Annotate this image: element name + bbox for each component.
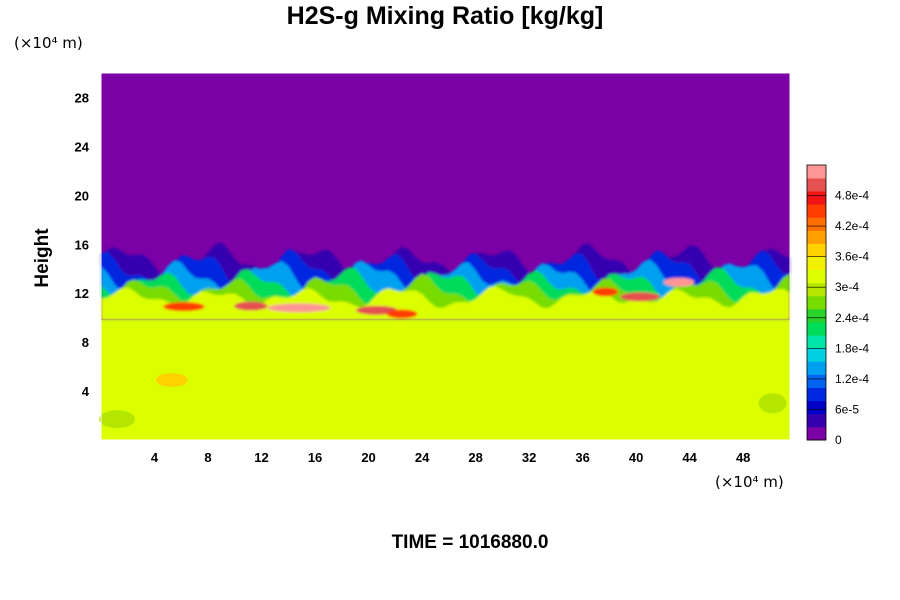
colorbar-tick-label: 0 xyxy=(835,433,842,447)
x-tick-label: 20 xyxy=(361,450,375,465)
y-tick-label: 8 xyxy=(82,335,89,350)
high-concentration-patch xyxy=(386,309,418,319)
chart-title: H2S-g Mixing Ratio [kg/kg] xyxy=(286,2,604,30)
colorbar-swatch xyxy=(807,348,826,362)
x-tick-label: 8 xyxy=(204,450,211,465)
x-tick-label: 36 xyxy=(575,450,589,465)
y-tick-label: 20 xyxy=(75,188,89,203)
colorbar-swatch xyxy=(807,256,826,271)
lower-layer-blob xyxy=(155,373,188,388)
y-axis: 4 8 12 16 20 24 28 xyxy=(75,90,90,399)
colorbar-swatch xyxy=(807,269,826,284)
mixing-zone xyxy=(101,242,790,321)
colorbar-tick-label: 1.8e-4 xyxy=(835,341,869,355)
colorbar-swatch xyxy=(807,335,826,349)
y-tick-label: 24 xyxy=(75,139,90,154)
time-label: TIME = 1016880.0 xyxy=(391,532,549,553)
high-concentration-patch xyxy=(355,305,398,315)
high-concentration-patch xyxy=(592,287,619,297)
colorbar-swatch xyxy=(807,217,826,231)
lower-layer-blob xyxy=(99,410,136,429)
colorbar-swatch xyxy=(807,243,826,257)
colorbar: 0 6e-5 1.2e-4 1.8e-4 2.4e-4 3e-4 3.6e-4 4.2e-4 4… xyxy=(806,164,869,447)
colorbar-swatch xyxy=(807,230,826,244)
colorbar-swatch xyxy=(807,322,826,336)
x-tick-label: 12 xyxy=(254,450,268,465)
x-tick-label: 40 xyxy=(629,450,643,465)
plot-area xyxy=(99,72,791,441)
y-axis-unit: (×10⁴ m) xyxy=(14,34,83,52)
y-tick-label: 4 xyxy=(82,384,90,399)
colorbar-tick-label: 6e-5 xyxy=(835,402,859,416)
high-concentration-patch xyxy=(620,292,661,302)
y-tick-label: 28 xyxy=(75,90,89,105)
colorbar-swatch xyxy=(807,413,826,428)
colorbar-swatch xyxy=(807,295,826,310)
colorbar-swatch xyxy=(807,191,826,205)
high-concentration-patch xyxy=(663,277,695,287)
colorbar-tick-label: 1.2e-4 xyxy=(835,372,869,386)
colorbar-swatch xyxy=(807,361,826,375)
lower-layer xyxy=(101,320,790,440)
colorbar-swatch xyxy=(807,400,826,415)
x-tick-label: 4 xyxy=(151,450,159,465)
lower-layer-blob xyxy=(758,393,787,414)
colorbar-tick-label: 3.6e-4 xyxy=(835,250,869,264)
x-tick-label: 28 xyxy=(468,450,482,465)
colorbar-swatch xyxy=(807,374,826,388)
plot-frame xyxy=(100,72,791,441)
x-tick-label: 32 xyxy=(522,450,536,465)
mixing-band xyxy=(101,286,790,321)
colorbar-swatch xyxy=(807,178,826,192)
colorbar-tick-label: 3e-4 xyxy=(835,280,859,294)
x-tick-label: 24 xyxy=(415,450,430,465)
x-axis-unit: (×10⁴ m) xyxy=(715,473,784,491)
y-tick-label: 16 xyxy=(75,237,89,252)
colorbar-swatch xyxy=(807,165,826,179)
colorbar-swatch xyxy=(807,387,826,402)
x-tick-label: 16 xyxy=(308,450,322,465)
colorbar-tick-label: 4.2e-4 xyxy=(835,219,869,233)
colorbar-swatch xyxy=(807,282,826,297)
colorbar-swatch xyxy=(807,309,826,323)
colorbar-tick-label: 2.4e-4 xyxy=(835,311,869,325)
y-tick-label: 12 xyxy=(75,286,89,301)
colorbar-tick-label: 4.8e-4 xyxy=(835,189,869,203)
x-axis: 4 8 12 16 20 24 28 32 36 40 44 48 xyxy=(151,450,751,465)
x-tick-label: 48 xyxy=(736,450,750,465)
high-concentration-patch xyxy=(163,302,205,312)
high-concentration-patch xyxy=(234,301,268,311)
x-tick-label: 44 xyxy=(682,450,697,465)
colorbar-swatch xyxy=(807,426,826,441)
colorbar-swatch xyxy=(807,204,826,218)
high-concentration-patch xyxy=(267,303,331,313)
